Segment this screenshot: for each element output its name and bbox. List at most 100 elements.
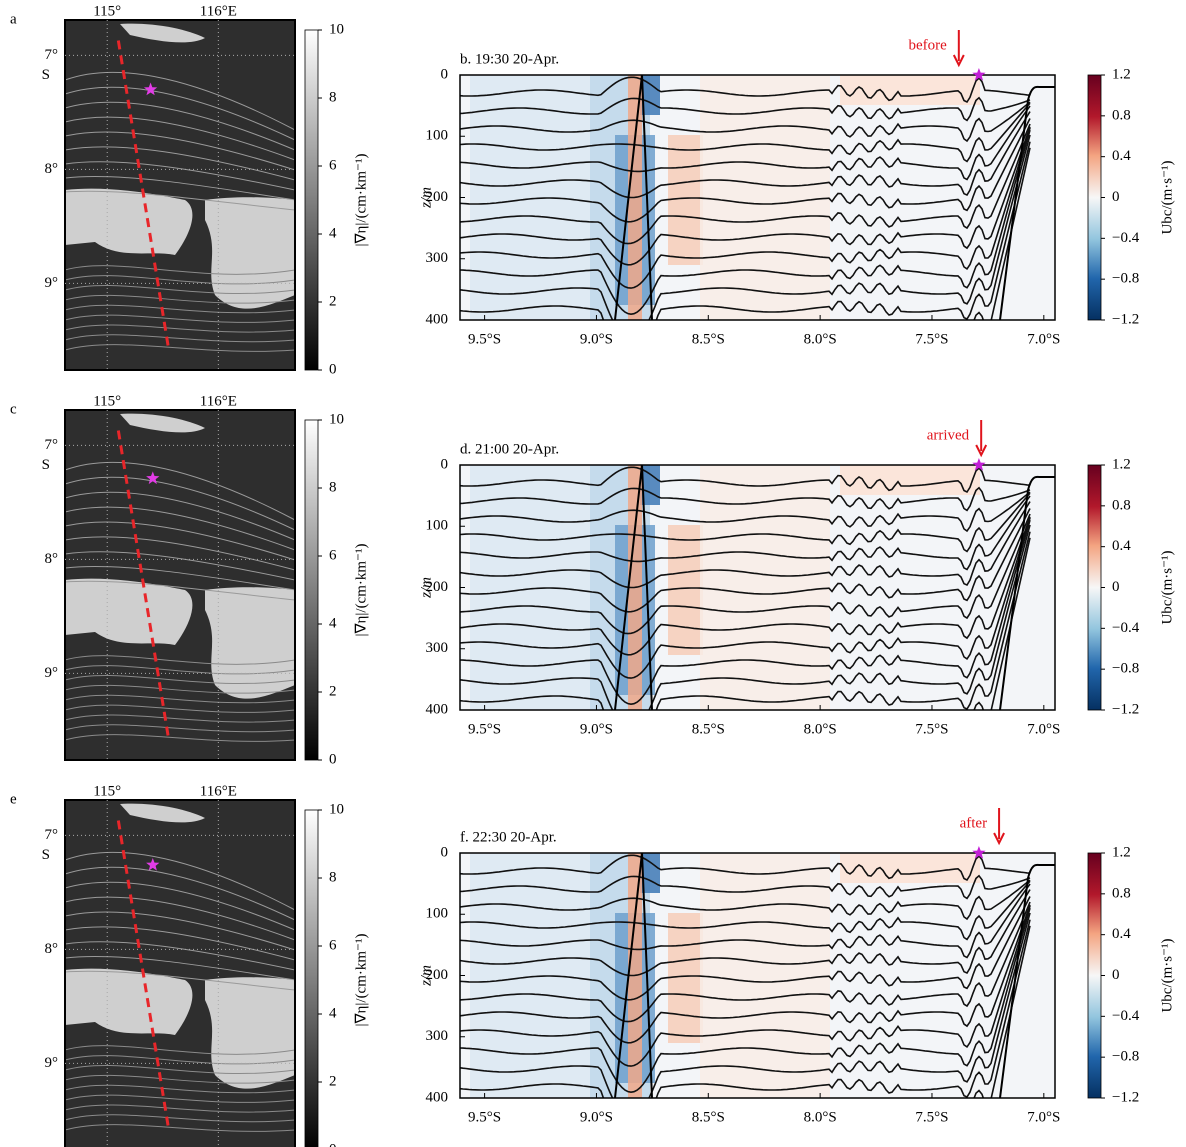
colorbar-tick-label: 8 xyxy=(329,869,337,885)
colorbar-label: Ubc/(m·s⁻¹) xyxy=(1159,550,1175,624)
land xyxy=(120,803,205,823)
colorbar-tick-label: −1.2 xyxy=(1112,1089,1139,1105)
land xyxy=(65,968,193,1035)
y-tick-label: 200 xyxy=(426,579,449,595)
isopycnal xyxy=(460,874,1031,900)
y-tick-label: 100 xyxy=(426,906,449,922)
contour xyxy=(64,101,296,151)
isopycnal xyxy=(460,919,1031,1098)
x-tick-label: 9.5°S xyxy=(468,721,501,737)
isopycnal xyxy=(460,519,1031,706)
colorbar xyxy=(1087,852,1102,1099)
colorbar-tick-label: −0.8 xyxy=(1112,661,1139,677)
panel-label: e xyxy=(10,791,17,807)
land xyxy=(205,977,295,1089)
isopycnal xyxy=(460,491,1031,533)
bathymetry xyxy=(999,863,1055,1098)
map-frame xyxy=(64,19,296,371)
x-tick-label: 9.0°S xyxy=(580,331,613,347)
annotation-text: before xyxy=(909,37,948,53)
x-tick-label: 8.0°S xyxy=(804,1109,837,1125)
x-tick-label: 116°E xyxy=(200,783,237,799)
field-patch xyxy=(700,75,830,320)
map-frame xyxy=(64,799,296,1147)
isopycnal xyxy=(460,883,1031,959)
colorbar-tick-label: 0.8 xyxy=(1112,497,1131,513)
isopycnal xyxy=(460,466,1031,494)
panel-title: d. 21:00 20-Apr. xyxy=(460,441,559,457)
isopycnal xyxy=(460,531,1031,710)
bathymetry xyxy=(614,465,653,710)
star-marker xyxy=(972,458,986,471)
isopycnal xyxy=(460,111,1031,199)
contour xyxy=(64,684,296,694)
map-decoration xyxy=(64,803,296,1132)
isopycnal xyxy=(460,141,1031,320)
isopycnal xyxy=(460,123,1031,245)
y-tick-label: 0 xyxy=(441,66,449,82)
isopycnal xyxy=(460,501,1031,589)
land xyxy=(205,197,295,309)
bathymetry xyxy=(614,75,653,320)
x-tick-label: 7.0°S xyxy=(1027,331,1060,347)
field-patch xyxy=(470,465,590,710)
contour xyxy=(64,704,296,713)
y-tick-label: 200 xyxy=(426,189,449,205)
contour xyxy=(64,1055,296,1065)
land xyxy=(65,188,193,255)
contour xyxy=(64,506,296,551)
colorbar-tick-label: 6 xyxy=(329,937,337,953)
y-tick-label: 300 xyxy=(426,250,449,266)
field-patch xyxy=(668,525,703,655)
colorbar-tick-label: 4 xyxy=(329,225,337,241)
isopycnal xyxy=(460,118,1031,223)
map-decoration xyxy=(64,23,296,352)
contour xyxy=(64,734,296,742)
contour xyxy=(64,131,296,171)
isopycnal xyxy=(460,127,1031,289)
y-tick-label: 8° xyxy=(45,551,59,567)
colorbar-label: Ubc/(m·s⁻¹) xyxy=(1159,160,1175,234)
x-tick-label: 8.0°S xyxy=(804,721,837,737)
contour xyxy=(64,491,296,541)
contour xyxy=(64,116,296,161)
x-tick-label: 7.0°S xyxy=(1027,721,1060,737)
colorbar-tick-label: 1.2 xyxy=(1112,456,1131,472)
contour xyxy=(64,176,296,201)
isopycnal xyxy=(460,889,1031,977)
x-tick-label: 9.0°S xyxy=(580,1109,613,1125)
colorbar-tick-label: 2 xyxy=(329,683,337,699)
field-patch xyxy=(840,75,980,105)
contour xyxy=(64,1124,296,1132)
contour xyxy=(64,344,296,352)
colorbar-tick-label: 4 xyxy=(329,1005,337,1021)
x-tick-label: 8.5°S xyxy=(692,721,725,737)
colorbar-tick-label: −0.8 xyxy=(1112,1049,1139,1065)
colorbar-tick-label: 10 xyxy=(329,21,344,37)
contour xyxy=(64,161,296,191)
colorbar xyxy=(1087,464,1102,711)
bathymetry xyxy=(999,475,1055,710)
y-tick-label: 9° xyxy=(45,665,59,681)
section-field xyxy=(460,853,1055,1098)
contour xyxy=(64,146,296,181)
y-tick-label: 8° xyxy=(45,941,59,957)
colorbar-tick-label: 2 xyxy=(329,293,337,309)
isopycnal xyxy=(460,105,1031,181)
colorbar-tick-label: −0.4 xyxy=(1112,620,1140,636)
isopycnal xyxy=(460,912,1031,1098)
contour xyxy=(64,970,296,991)
x-tick-label: 9.0°S xyxy=(580,721,613,737)
y-tick-label: 400 xyxy=(426,1089,449,1105)
x-tick-label: 8.0°S xyxy=(804,331,837,347)
isopycnal xyxy=(460,904,1031,1044)
colorbar-label: |∇η|/(cm·km⁻¹) xyxy=(353,934,369,1027)
isopycnal xyxy=(460,486,1031,512)
y-tick-label: 0 xyxy=(441,456,449,472)
x-tick-label: 9.5°S xyxy=(468,1109,501,1125)
track-line xyxy=(116,820,170,1128)
map-frame xyxy=(64,409,296,761)
contour xyxy=(64,1045,296,1055)
annotation-text: after xyxy=(960,815,987,831)
